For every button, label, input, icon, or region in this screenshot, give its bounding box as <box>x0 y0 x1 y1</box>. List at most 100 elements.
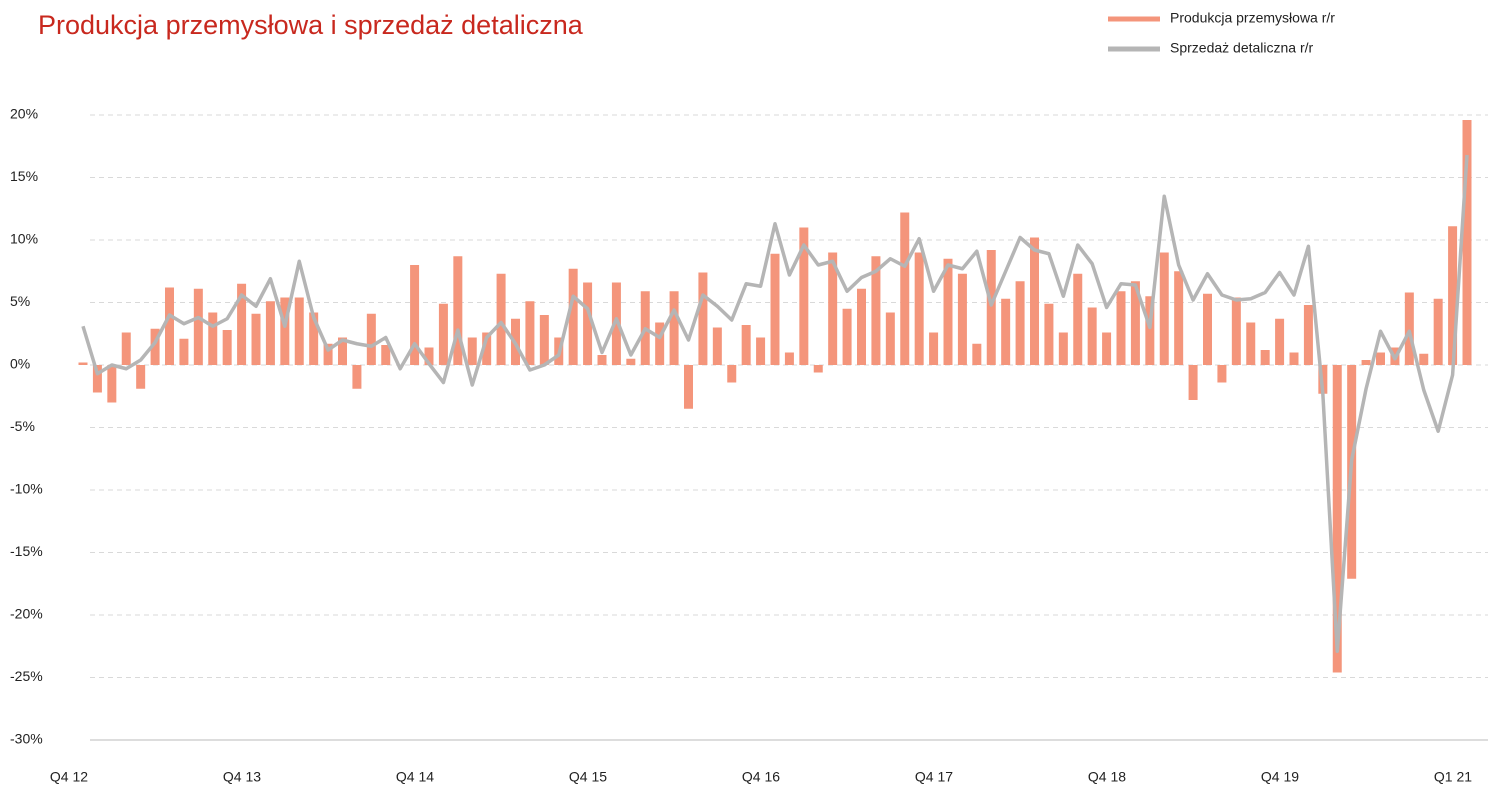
x-tick-label: Q4 14 <box>396 769 434 785</box>
bar <box>1433 298 1443 365</box>
bar <box>957 273 967 365</box>
x-tick-label: Q4 13 <box>223 769 261 785</box>
bar <box>568 268 578 365</box>
y-tick-label: 5% <box>10 293 30 309</box>
bar <box>1203 293 1212 365</box>
y-tick-label: -20% <box>10 606 43 622</box>
bar <box>453 256 463 365</box>
bar <box>1419 353 1429 365</box>
y-tick-label: -15% <box>10 543 43 559</box>
bar <box>1448 226 1458 365</box>
y-tick-label: 0% <box>10 356 30 372</box>
x-tick-label: Q4 12 <box>50 769 88 785</box>
bar <box>1044 303 1054 365</box>
bar <box>1246 322 1256 365</box>
bar <box>669 291 679 365</box>
bar <box>280 297 290 365</box>
bar <box>799 227 809 365</box>
bar <box>986 250 996 365</box>
y-tick-label: -30% <box>10 731 43 747</box>
bar <box>698 272 708 365</box>
bar <box>1188 365 1198 400</box>
bar <box>1130 281 1140 365</box>
bar <box>1058 332 1068 365</box>
bar <box>1376 352 1385 365</box>
bar <box>193 288 203 365</box>
bar <box>828 252 838 365</box>
bar <box>1332 365 1342 673</box>
bar <box>496 273 506 365</box>
bar <box>611 282 621 365</box>
bar <box>1462 120 1472 365</box>
bar <box>136 365 146 389</box>
chart-title: Produkcja przemysłowa i sprzedaż detalic… <box>38 10 584 40</box>
bar <box>366 313 376 365</box>
bar <box>78 362 88 365</box>
bar <box>482 332 492 365</box>
x-tick-label: Q4 17 <box>915 769 953 785</box>
legend-label: Produkcja przemysłowa r/r <box>1170 10 1335 26</box>
bar <box>294 297 304 365</box>
bar <box>1174 271 1184 365</box>
bar <box>1260 350 1270 365</box>
bar <box>1231 297 1241 365</box>
bar <box>150 328 160 365</box>
bar <box>943 258 953 365</box>
bar <box>857 288 866 365</box>
bar <box>784 352 794 365</box>
bar <box>424 347 434 365</box>
bar <box>1102 332 1112 365</box>
bar <box>1275 318 1285 365</box>
bar <box>900 212 910 365</box>
bar <box>410 265 420 365</box>
bar <box>438 303 448 365</box>
bar <box>727 365 737 383</box>
bar <box>741 325 751 365</box>
x-tick-label: Q1 21 <box>1434 769 1472 785</box>
bar <box>712 327 722 365</box>
x-tick-label: Q4 18 <box>1088 769 1126 785</box>
bar <box>121 332 131 365</box>
bar <box>323 343 333 365</box>
bar <box>871 256 881 365</box>
bar <box>237 283 247 365</box>
bar <box>92 365 102 393</box>
x-tick-label: Q4 15 <box>569 769 607 785</box>
bar <box>1404 292 1414 365</box>
bar <box>107 365 117 403</box>
bar <box>1217 365 1227 383</box>
bar <box>265 301 275 365</box>
legend-label: Sprzedaż detaliczna r/r <box>1170 40 1314 56</box>
line <box>81 154 1469 653</box>
bar <box>525 301 535 365</box>
bar <box>756 337 766 365</box>
bar <box>165 287 174 365</box>
bar <box>813 365 823 373</box>
bar <box>1073 273 1083 365</box>
y-tick-label: -5% <box>10 418 35 434</box>
bar <box>179 338 189 365</box>
bar <box>1116 291 1126 365</box>
bar <box>251 313 261 365</box>
y-tick-label: 20% <box>10 106 38 122</box>
bar <box>1001 298 1011 365</box>
bar <box>929 332 939 365</box>
x-tick-label: Q4 19 <box>1261 769 1299 785</box>
bar <box>338 337 347 365</box>
bar <box>1030 237 1039 365</box>
bar <box>1361 360 1371 365</box>
bar <box>626 358 636 365</box>
bar <box>352 365 362 389</box>
bar <box>684 365 693 409</box>
y-tick-label: -10% <box>10 481 43 497</box>
bar <box>208 312 218 365</box>
bar <box>583 282 593 365</box>
bar <box>972 343 982 365</box>
bar <box>597 355 607 365</box>
bar <box>655 322 665 365</box>
bar <box>381 345 391 365</box>
bar <box>1087 307 1097 365</box>
bar <box>770 253 780 365</box>
bar <box>1145 296 1155 365</box>
